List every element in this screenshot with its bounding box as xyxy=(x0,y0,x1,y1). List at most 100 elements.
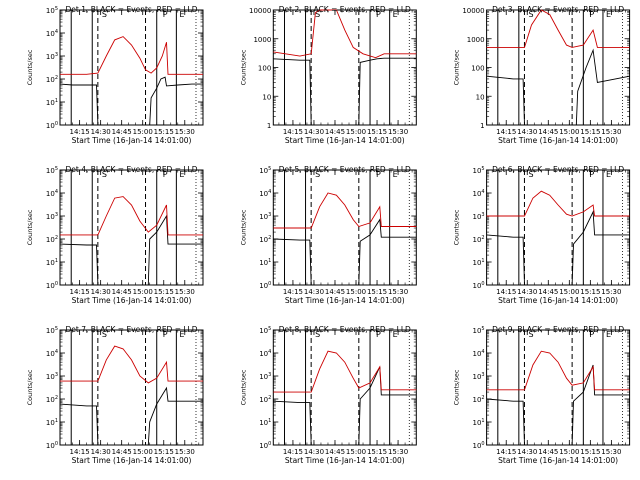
y-tick-label: 105 xyxy=(259,326,271,335)
x-tick-label: 15:00 xyxy=(346,128,366,136)
x-tick-label: 14:30 xyxy=(304,448,324,456)
x-tick-label: 14:45 xyxy=(538,288,558,296)
x-tick-label: 15:00 xyxy=(133,288,153,296)
plot-frame xyxy=(272,9,417,126)
plot-frame xyxy=(59,9,204,126)
events-series-line xyxy=(59,76,203,126)
marker-annotation-p: P xyxy=(589,10,594,19)
x-tick-label: 15:30 xyxy=(601,288,621,296)
x-tick-label: 15:15 xyxy=(154,128,174,136)
x-tick-label: 15:00 xyxy=(559,448,579,456)
events-series-line xyxy=(486,48,630,126)
plot-frame xyxy=(486,169,631,286)
y-tick-label: 103 xyxy=(472,372,484,381)
marker-annotation-e: E xyxy=(393,330,398,339)
panel-det-3: 1 10 100 1000 10000 14:15 14:30 14:45 15:00 15:15… xyxy=(453,5,631,145)
plot-frame xyxy=(59,329,204,446)
lld-series-line xyxy=(486,190,630,217)
marker-annotation-p: P xyxy=(376,330,381,339)
y-tick-label: 105 xyxy=(46,326,58,335)
plot-frame xyxy=(486,9,631,126)
x-tick-label: 14:30 xyxy=(304,128,324,136)
x-tick-label: 14:30 xyxy=(91,128,111,136)
y-tick-label: 105 xyxy=(472,326,484,335)
x-tick-label: 15:30 xyxy=(388,128,408,136)
y-axis-label: Counts/sec xyxy=(26,49,34,85)
y-tick-label: 104 xyxy=(46,189,58,198)
plot-frame xyxy=(486,329,631,446)
y-tick-label: 102 xyxy=(472,395,484,404)
x-tick-label: 14:30 xyxy=(304,288,324,296)
x-axis-label: Start Time (16-Jan-14 14:01:00) xyxy=(285,296,405,305)
x-tick-label: 14:45 xyxy=(538,128,558,136)
y-tick-label: 101 xyxy=(46,258,58,267)
y-tick-label: 102 xyxy=(46,395,58,404)
marker-annotation-s: S xyxy=(102,330,107,339)
x-tick-label: 14:45 xyxy=(112,288,132,296)
events-series-line xyxy=(486,210,630,286)
marker-annotation-p: P xyxy=(163,330,168,339)
x-tick-label: 14:15 xyxy=(283,448,303,456)
marker-annotation-s: S xyxy=(528,170,533,179)
events-series-line xyxy=(273,57,417,126)
y-tick-label: 102 xyxy=(259,235,271,244)
y-axis-label: Counts/sec xyxy=(239,49,247,85)
lld-series-line xyxy=(60,345,203,384)
lld-series-line xyxy=(273,192,417,229)
y-tick-label: 100 xyxy=(471,65,484,73)
x-tick-label: 14:15 xyxy=(283,288,303,296)
marker-annotation-s: S xyxy=(102,170,107,179)
y-tick-label: 10 xyxy=(262,93,271,101)
x-tick-label: 14:30 xyxy=(517,288,537,296)
y-tick-label: 1 xyxy=(267,122,271,130)
lld-series-line xyxy=(273,350,417,393)
x-tick-label: 15:00 xyxy=(346,448,366,456)
y-tick-label: 100 xyxy=(46,281,58,290)
x-tick-label: 15:30 xyxy=(175,448,195,456)
y-tick-label: 10000 xyxy=(462,7,484,15)
lld-series-line xyxy=(273,9,417,59)
y-tick-label: 100 xyxy=(259,281,271,290)
panel-title: Det 6, BLACK = Events, RED = LLD xyxy=(492,165,624,174)
x-tick-label: 14:30 xyxy=(91,448,111,456)
y-axis-label: Counts/sec xyxy=(453,209,461,245)
x-tick-label: 15:00 xyxy=(133,128,153,136)
x-axis-label: Start Time (16-Jan-14 14:01:00) xyxy=(498,456,618,465)
lld-series-line xyxy=(60,36,203,75)
x-tick-label: 15:30 xyxy=(601,448,621,456)
x-tick-label: 15:30 xyxy=(601,128,621,136)
events-series-line xyxy=(273,366,417,446)
x-tick-label: 14:45 xyxy=(112,128,132,136)
x-tick-label: 15:30 xyxy=(175,288,195,296)
x-tick-label: 14:15 xyxy=(496,128,516,136)
x-axis-label: Start Time (16-Jan-14 14:01:00) xyxy=(72,136,192,145)
marker-annotation-s: S xyxy=(315,330,320,339)
y-tick-label: 104 xyxy=(259,349,271,358)
lld-series-line xyxy=(486,9,630,48)
y-tick-label: 1000 xyxy=(467,36,485,44)
y-tick-label: 101 xyxy=(259,258,271,267)
y-tick-label: 101 xyxy=(259,418,271,427)
marker-annotation-p: P xyxy=(163,170,168,179)
y-tick-label: 100 xyxy=(46,121,58,130)
x-tick-label: 14:45 xyxy=(325,448,345,456)
y-tick-label: 100 xyxy=(472,281,484,290)
x-tick-label: 14:45 xyxy=(325,128,345,136)
y-tick-label: 102 xyxy=(46,235,58,244)
x-tick-label: 14:15 xyxy=(496,448,516,456)
y-tick-label: 103 xyxy=(46,52,58,61)
marker-annotation-s: S xyxy=(528,10,533,19)
lld-series-line xyxy=(60,196,203,236)
y-tick-label: 101 xyxy=(472,258,484,267)
y-tick-label: 10000 xyxy=(249,7,271,15)
events-series-line xyxy=(273,218,417,286)
lld-series-line xyxy=(486,350,630,391)
marker-annotation-e: E xyxy=(606,330,611,339)
marker-annotation-p: P xyxy=(589,170,594,179)
x-tick-label: 15:15 xyxy=(580,128,600,136)
